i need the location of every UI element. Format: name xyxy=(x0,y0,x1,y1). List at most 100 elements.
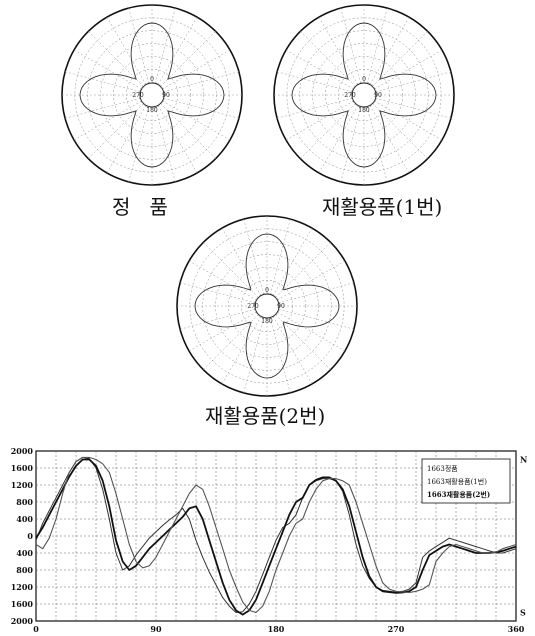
polar-grid-spoke xyxy=(128,106,150,182)
polar-grid-spoke xyxy=(73,100,142,141)
y-tick-label: 800 xyxy=(16,497,33,507)
polar-grid-spoke xyxy=(243,317,265,393)
polar-grid-spoke xyxy=(300,103,356,159)
polar-grid-ring xyxy=(100,43,204,147)
polar-grid-ring xyxy=(228,267,306,345)
legend-box xyxy=(421,458,511,504)
x-tick-label: 0 xyxy=(33,624,39,634)
polar-grid-spoke xyxy=(65,97,141,119)
polar-grid-ring xyxy=(113,56,191,134)
south-label: S xyxy=(520,608,526,618)
polar-chart-3: 0 90 180 270 xyxy=(176,215,358,397)
polar-hub xyxy=(351,82,377,108)
x-tick-label: 270 xyxy=(388,624,405,634)
polar-grid-spoke xyxy=(366,106,388,182)
series-line-2 xyxy=(35,458,517,616)
polar-grid-spoke xyxy=(340,8,362,84)
polar-grid-ring xyxy=(215,254,319,358)
polar-chart-1: 0 90 180 270 xyxy=(61,4,243,186)
polar-grid-spoke xyxy=(374,100,443,141)
polar-angle-label: 0 xyxy=(150,76,154,83)
polar-grid-spoke xyxy=(278,308,354,330)
polar-grid-spoke xyxy=(154,106,176,182)
polar-angle-label: 180 xyxy=(261,318,273,325)
y-tick-label: 800 xyxy=(16,565,33,575)
x-tick-label: 180 xyxy=(268,624,285,634)
y-tick-label: 400 xyxy=(16,514,33,524)
polar-grid-spoke xyxy=(374,49,443,90)
polar-grid-spoke xyxy=(163,97,239,119)
polar-grid-spoke xyxy=(275,242,331,298)
polar-grid-spoke xyxy=(160,103,216,159)
polar-grid-spoke xyxy=(160,31,216,87)
polar-caption-1: 정 품 xyxy=(112,195,168,219)
y-tick-label: 2000 xyxy=(11,446,34,456)
polar-grid-spoke xyxy=(243,219,265,295)
polar-grid-spoke xyxy=(366,8,388,84)
x-tick-label: 360 xyxy=(508,624,525,634)
polar-grid-spoke xyxy=(106,105,147,174)
polar-grid-ring xyxy=(325,56,403,134)
polar-grid-spoke xyxy=(318,105,359,174)
polar-grid-spoke xyxy=(88,31,144,87)
polar-chart-2: 0 90 180 270 xyxy=(273,4,455,186)
polar-grid-spoke xyxy=(203,314,259,370)
polar-grid-spoke xyxy=(162,100,231,141)
polar-grid-spoke xyxy=(375,97,451,119)
polar-grid-spoke xyxy=(275,314,331,370)
polar-pattern-curve xyxy=(79,22,225,168)
polar-grid-spoke xyxy=(221,227,262,296)
polar-grid-spoke xyxy=(285,100,354,141)
polar-angle-label: 90 xyxy=(374,92,382,99)
polar-grid-spoke xyxy=(372,31,428,87)
y-tick-label: 1200 xyxy=(11,582,34,592)
polar-grid-spoke xyxy=(272,227,313,296)
polar-grid-spoke xyxy=(88,103,144,159)
polar-grid-spoke xyxy=(180,308,256,330)
polar-grid-spoke xyxy=(154,8,176,84)
polar-angle-label: 0 xyxy=(265,287,269,294)
polar-grid-spoke xyxy=(106,16,147,85)
polar-angle-label: 270 xyxy=(247,303,259,310)
polar-hub xyxy=(254,293,280,319)
polar-angle-label: 270 xyxy=(132,92,144,99)
polar-grid-spoke xyxy=(73,49,142,90)
polar-grid-spoke xyxy=(157,105,198,174)
legend-entry-3: 1663재활용품(2번) xyxy=(427,490,490,499)
y-tick-label: 1200 xyxy=(11,480,34,490)
polar-plots: 0 90 180 270 0 90 180 270 0 90 180 270 xyxy=(61,4,455,397)
polar-grid-spoke xyxy=(65,71,141,93)
polar-caption-2: 재활용품(1번) xyxy=(322,195,443,219)
polar-angle-label: 270 xyxy=(344,92,356,99)
polar-grid-spoke xyxy=(278,282,354,304)
polar-angle-label: 90 xyxy=(162,92,170,99)
y-tick-label: 1600 xyxy=(11,463,34,473)
series-line-3 xyxy=(35,456,517,614)
polar-grid-spoke xyxy=(269,219,291,295)
polar-angle-label: 90 xyxy=(277,303,285,310)
polar-grid-spoke xyxy=(285,49,354,90)
polar-angle-label: 0 xyxy=(362,76,366,83)
polar-pattern-curve xyxy=(291,22,437,168)
polar-grid-spoke xyxy=(340,106,362,182)
polar-grid-spoke xyxy=(277,71,353,93)
y-tick-label: 0 xyxy=(27,531,33,541)
polar-grid-spoke xyxy=(375,71,451,93)
polar-caption-3: 재활용품(2번) xyxy=(205,404,326,428)
polar-grid-spoke xyxy=(318,16,359,85)
series-line-1 xyxy=(35,456,517,613)
legend-entry-1: 1663정품 xyxy=(427,464,458,473)
polar-grid-spoke xyxy=(221,316,262,385)
polar-grid-spoke xyxy=(162,49,231,90)
polar-grid-spoke xyxy=(272,316,313,385)
polar-hub xyxy=(139,82,165,108)
north-label: N xyxy=(520,455,527,465)
polar-angle-label: 180 xyxy=(146,107,158,114)
polar-grid-spoke xyxy=(163,71,239,93)
polar-pattern-curve xyxy=(194,233,340,379)
polar-grid-spoke xyxy=(188,311,257,352)
polar-grid-spoke xyxy=(369,105,410,174)
x-tick-label: 90 xyxy=(150,624,162,634)
